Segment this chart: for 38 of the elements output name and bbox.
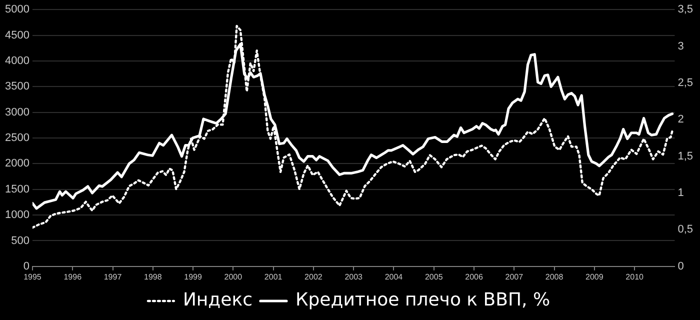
y2-tick-label: 0,5 xyxy=(678,224,694,236)
y-tick-label: 3000 xyxy=(4,106,30,118)
y2-tick-label: 1 xyxy=(678,187,684,200)
x-tick-label: 2004 xyxy=(384,272,404,282)
x-tick-label: 2002 xyxy=(304,272,323,282)
x-tick-label: 2003 xyxy=(344,272,364,282)
x-tick-label: 2001 xyxy=(264,272,283,282)
x-tick-label: 1995 xyxy=(24,272,42,282)
x-tick-label: 2009 xyxy=(586,272,604,282)
y2-tick-label: 2,5 xyxy=(678,77,694,90)
y-tick-label: 2000 xyxy=(4,158,30,170)
y-tick-label: 2500 xyxy=(4,132,30,144)
x-tick-label: 1997 xyxy=(104,272,122,282)
y-tick-label: 5000 xyxy=(4,4,30,16)
y-tick-label: 500 xyxy=(11,234,30,247)
x-tick-label: 2005 xyxy=(424,272,444,282)
x-tick-label: 2008 xyxy=(545,272,564,282)
y-tick-label: 3500 xyxy=(4,80,30,93)
y2-tick-label: 2 xyxy=(678,114,684,126)
y2-tick-label: 3 xyxy=(678,40,684,52)
line-series xyxy=(32,24,674,229)
y2-tick-label: 0 xyxy=(678,260,684,272)
y-tick-label: 1500 xyxy=(4,183,30,196)
y-tick-label: 1000 xyxy=(4,209,30,222)
x-tick-label: 1999 xyxy=(184,272,202,282)
y2-tick-label: 3,5 xyxy=(678,4,694,16)
x-tick-label: 2010 xyxy=(626,272,644,282)
y-tick-label: 4000 xyxy=(4,54,30,67)
legend-label: Индекс xyxy=(182,290,252,311)
x-tick-label: 2006 xyxy=(465,272,484,282)
y-tick-label: 4500 xyxy=(4,29,30,42)
y-tick-label: 0 xyxy=(23,260,30,272)
legend-label: Кредитное плечо к ВВП, % xyxy=(295,290,550,311)
x-tick-label: 1996 xyxy=(64,272,82,282)
x-tick-label: 2007 xyxy=(505,272,524,282)
x-tick-label: 1998 xyxy=(144,272,162,282)
x-tick-label: 2000 xyxy=(224,272,243,282)
y2-tick-label: 1,5 xyxy=(678,150,694,162)
